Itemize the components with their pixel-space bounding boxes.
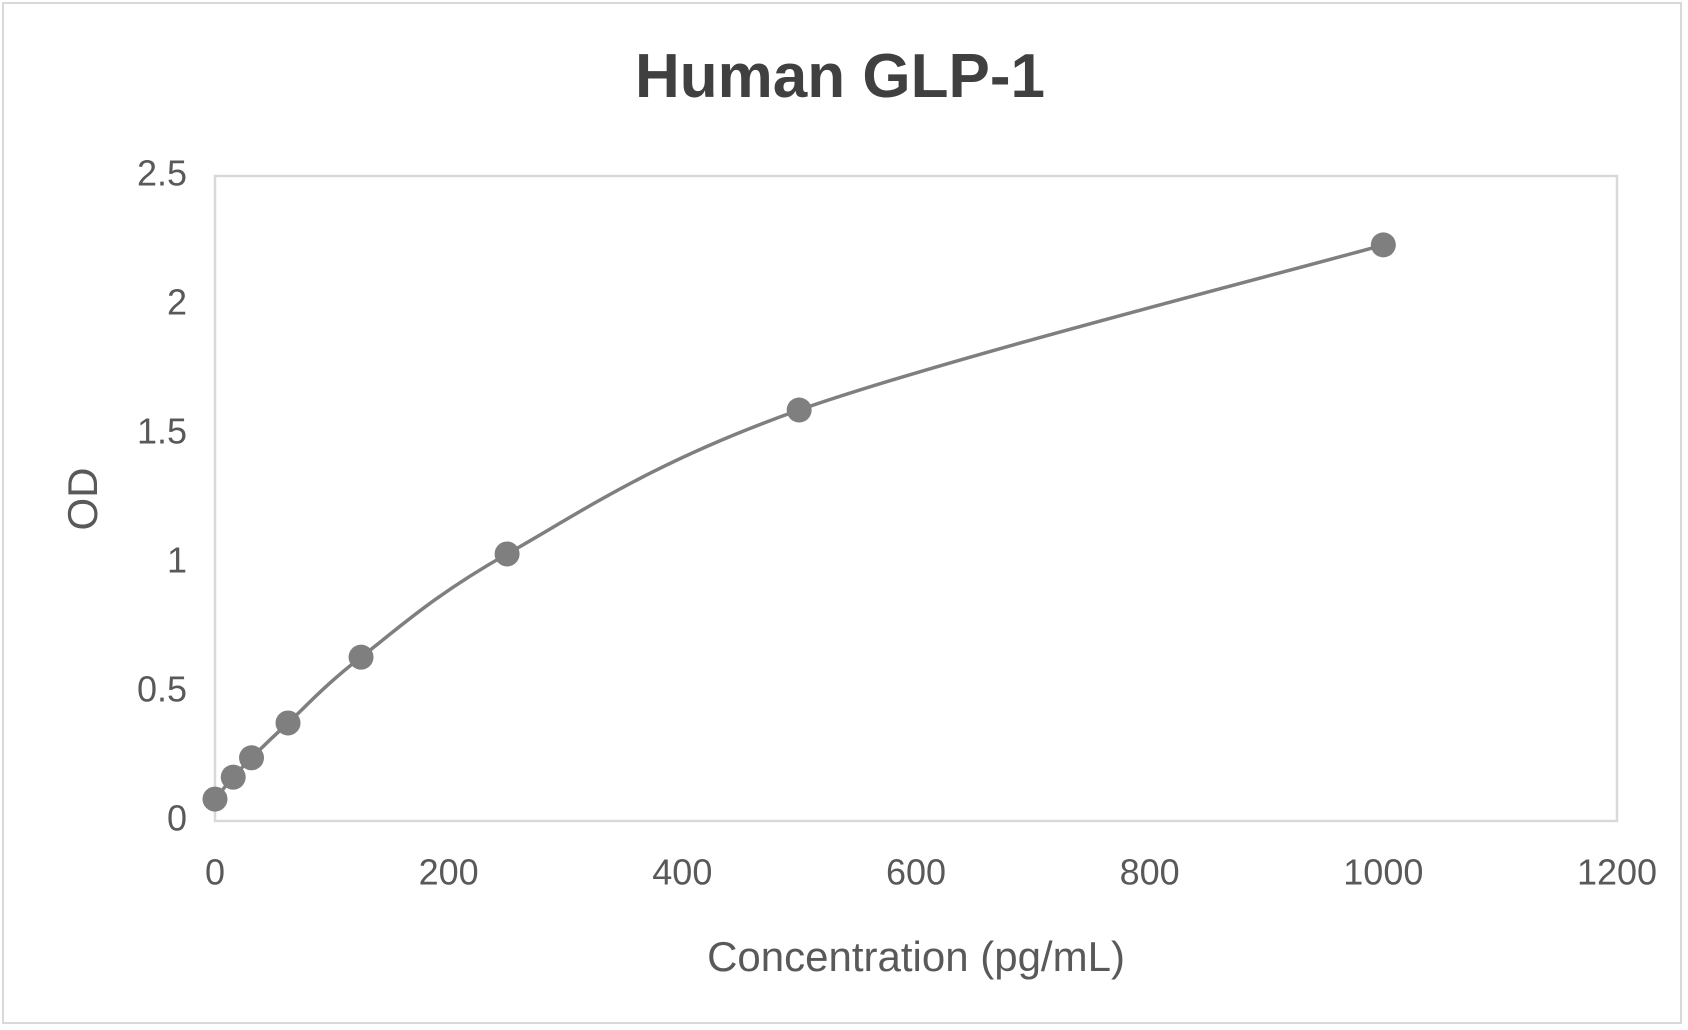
y-tick-label: 0 — [167, 798, 187, 839]
chart-title: Human GLP-1 — [635, 42, 1045, 111]
series-line — [213, 243, 1384, 801]
x-tick-label: 800 — [1120, 852, 1180, 893]
data-point-marker — [202, 786, 228, 812]
series-markers — [202, 232, 1396, 812]
x-tick-label: 600 — [886, 852, 946, 893]
data-point-marker — [494, 541, 520, 567]
x-tick-label: 0 — [205, 852, 225, 893]
data-point-marker — [220, 764, 246, 790]
plot-area — [213, 174, 1619, 823]
x-tick-label: 1200 — [1577, 852, 1657, 893]
x-axis-ticks: 0 200 400 600 800 1000 1200 — [205, 852, 1657, 893]
data-point-marker — [1370, 232, 1396, 258]
data-point-marker — [239, 745, 265, 771]
y-tick-label: 2 — [167, 282, 187, 323]
x-tick-label: 400 — [652, 852, 712, 893]
y-axis-label: OD — [59, 468, 106, 531]
data-point-marker — [348, 644, 374, 670]
x-tick-label: 200 — [419, 852, 479, 893]
y-tick-label: 1 — [167, 540, 187, 581]
data-point-marker — [786, 397, 812, 423]
y-tick-label: 0.5 — [137, 669, 187, 710]
y-tick-label: 1.5 — [137, 411, 187, 452]
y-tick-label: 2.5 — [137, 153, 187, 194]
x-axis-label: Concentration (pg/mL) — [707, 933, 1125, 980]
y-axis-ticks: 0 0.5 1 1.5 2 2.5 — [137, 153, 187, 839]
data-point-marker — [275, 710, 301, 736]
x-tick-label: 1000 — [1343, 852, 1423, 893]
